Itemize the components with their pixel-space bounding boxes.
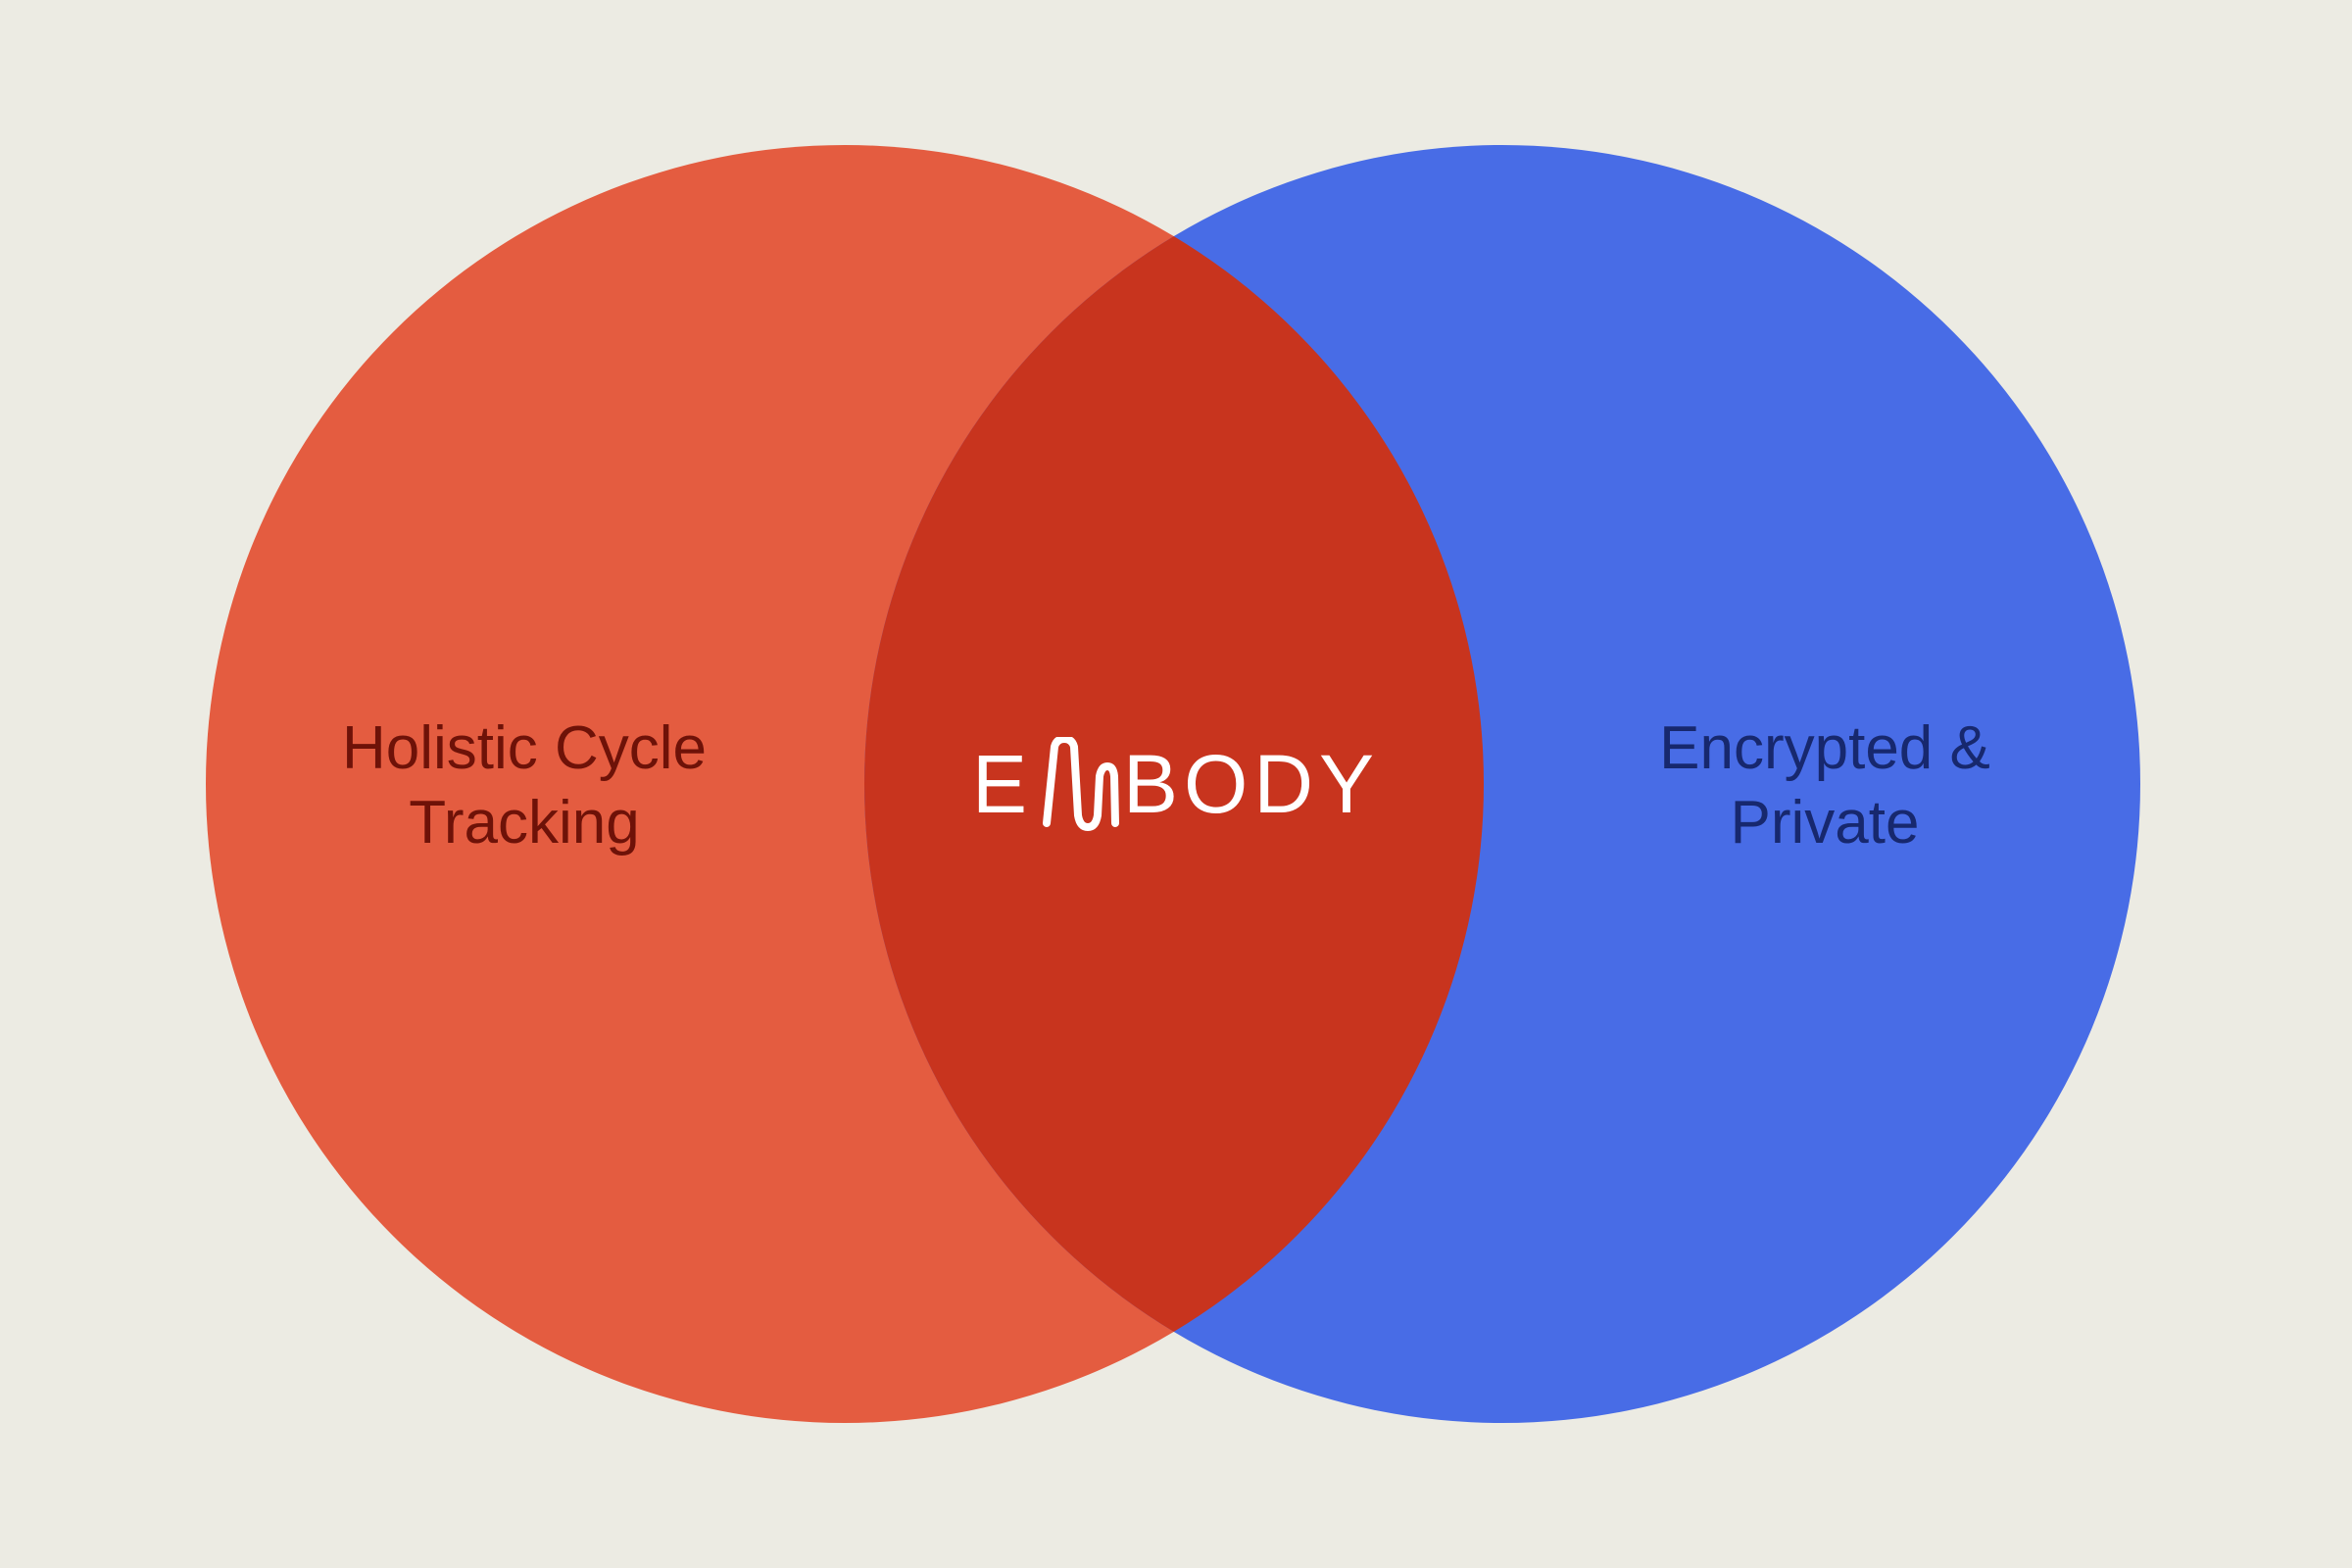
left-set-label-line2: Tracking (409, 789, 640, 857)
embody-logo: E BODY (960, 737, 1392, 831)
left-set-label-line1: Holistic Cycle (341, 714, 708, 782)
right-set-label: Encrypted & Private (1531, 711, 2119, 860)
overlap-region (864, 145, 1484, 1423)
logo-letter-e: E (971, 737, 1033, 830)
wave-m-icon (1042, 737, 1119, 831)
right-set-label-line2: Private (1730, 789, 1920, 857)
left-set-label: Holistic Cycle Tracking (230, 711, 818, 860)
right-set-label-line1: Encrypted & (1659, 714, 1990, 782)
logo-letters-body: BODY (1122, 737, 1381, 830)
